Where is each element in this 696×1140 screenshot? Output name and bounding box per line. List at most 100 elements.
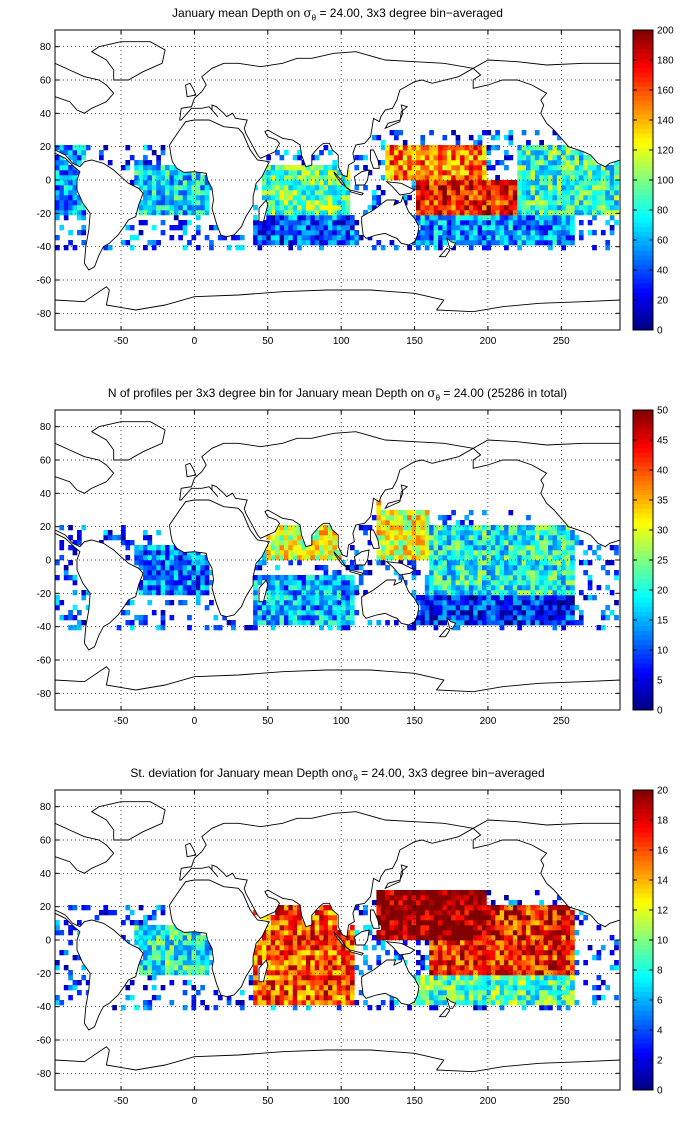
- data-cell: [169, 165, 175, 171]
- data-cell: [257, 995, 263, 1001]
- data-cell: [460, 240, 465, 246]
- data-cell: [187, 190, 192, 196]
- std-deviation-chart: -50 0 50 100 150 200 250-80-60-40-200204060800…: [37, 786, 669, 1108]
- data-cell: [394, 570, 399, 576]
- data-cell: [539, 615, 544, 621]
- data-cell: [341, 615, 346, 621]
- colorbar-step: [633, 217, 653, 223]
- data-cell: [266, 235, 272, 241]
- data-cell: [521, 580, 527, 586]
- data-cell: [543, 180, 549, 186]
- data-cell: [482, 540, 487, 546]
- data-cell: [442, 220, 448, 226]
- data-cell: [301, 605, 307, 611]
- data-cell: [327, 575, 333, 581]
- data-cell: [310, 155, 316, 161]
- data-cell: [420, 1000, 426, 1006]
- data-cell: [530, 555, 536, 561]
- data-cell: [151, 955, 157, 961]
- data-cell: [473, 205, 478, 211]
- data-cell: [411, 620, 417, 626]
- data-cell: [433, 545, 439, 551]
- data-cell: [301, 545, 307, 551]
- data-cell: [336, 200, 342, 206]
- data-cell: [429, 165, 434, 171]
- data-cell: [279, 185, 285, 191]
- data-cell: [486, 935, 492, 941]
- data-cell: [438, 605, 443, 611]
- data-cell: [473, 545, 478, 551]
- colorbar-step: [633, 198, 653, 204]
- data-cell: [147, 955, 153, 961]
- data-cell: [424, 615, 430, 621]
- data-cell: [499, 590, 505, 596]
- data-cell: [548, 545, 553, 551]
- data-cell: [442, 165, 448, 171]
- data-cell: [63, 245, 69, 251]
- data-cell: [275, 990, 280, 996]
- data-cell: [482, 1000, 487, 1006]
- data-cell: [468, 555, 474, 561]
- data-cell: [160, 200, 166, 206]
- data-cell: [305, 205, 311, 211]
- data-cell: [305, 180, 311, 186]
- data-cell: [297, 585, 302, 591]
- data-cell: [455, 210, 461, 216]
- data-cell: [486, 605, 492, 611]
- data-cell: [314, 935, 320, 941]
- data-cell: [429, 565, 434, 571]
- data-cell: [552, 215, 558, 221]
- data-cell: [499, 235, 505, 241]
- data-cell: [213, 625, 219, 631]
- data-cell: [473, 925, 478, 931]
- data-cell: [314, 180, 320, 186]
- data-cell: [283, 950, 289, 956]
- data-cell: [138, 945, 144, 951]
- data-cell: [138, 970, 144, 976]
- data-cell: [411, 530, 417, 536]
- data-cell: [363, 590, 368, 596]
- data-cell: [508, 950, 514, 956]
- data-cell: [178, 570, 183, 576]
- data-cell: [143, 530, 148, 536]
- colorbar-step: [633, 264, 653, 270]
- data-cell: [495, 550, 500, 556]
- data-cell: [402, 540, 408, 546]
- data-cell: [442, 570, 448, 576]
- data-cell: [266, 200, 272, 206]
- data-cell: [411, 550, 417, 556]
- data-cell: [504, 990, 509, 996]
- data-cell: [327, 940, 333, 946]
- data-cell: [451, 955, 456, 961]
- data-cell: [187, 625, 192, 631]
- data-cell: [156, 195, 161, 201]
- data-cell: [424, 515, 430, 521]
- data-cell: [68, 985, 73, 991]
- data-cell: [517, 155, 522, 161]
- data-cell: [490, 180, 496, 186]
- data-cell: [354, 590, 360, 596]
- data-cell: [389, 530, 395, 536]
- data-cell: [473, 920, 478, 926]
- data-cell: [314, 550, 320, 556]
- data-cell: [195, 990, 201, 996]
- data-cell: [310, 215, 316, 221]
- data-cell: [257, 245, 263, 251]
- data-cell: [508, 195, 514, 201]
- data-cell: [143, 930, 148, 936]
- data-cell: [125, 555, 131, 561]
- data-cell: [556, 160, 562, 166]
- data-cell: [292, 165, 298, 171]
- data-cell: [455, 990, 461, 996]
- data-cell: [424, 585, 430, 591]
- data-cell: [376, 500, 382, 506]
- data-cell: [257, 985, 263, 991]
- data-cell: [512, 220, 518, 226]
- data-cell: [160, 190, 166, 196]
- data-cell: [182, 200, 188, 206]
- data-cell: [129, 180, 135, 186]
- data-cell: [165, 950, 170, 956]
- data-cell: [565, 175, 571, 181]
- data-cell: [283, 910, 289, 916]
- data-cell: [517, 1000, 522, 1006]
